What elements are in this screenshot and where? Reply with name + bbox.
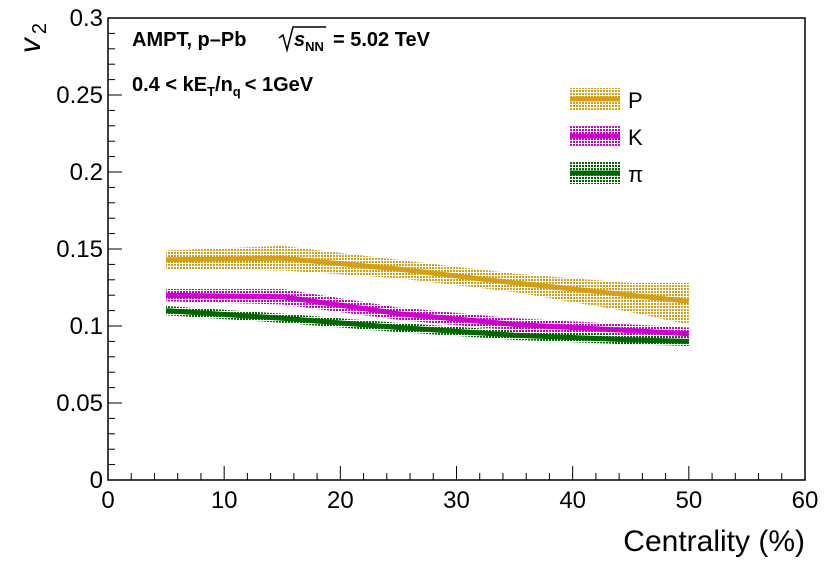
legend: PKπ <box>570 88 643 187</box>
energy-sub: NN <box>305 39 324 54</box>
x-tick-label: 30 <box>443 487 470 514</box>
annotation-kinematic-cut: 0.4 < kET/nq < 1GeV <box>132 74 314 99</box>
x-tick-label: 50 <box>675 487 702 514</box>
y-tick-label: 0.15 <box>56 236 103 263</box>
series-layer <box>165 245 690 347</box>
line-0 <box>166 255 690 304</box>
x-tick-label: 20 <box>327 487 354 514</box>
legend-label-0: P <box>628 88 643 113</box>
band-0 <box>166 245 689 325</box>
annotation-system: AMPT, p–Pb <box>132 29 246 51</box>
y-axis-title: v2 <box>14 23 51 53</box>
y-tick-label: 0.3 <box>70 5 103 32</box>
x-tick-label: 10 <box>211 487 238 514</box>
x-axis-title: Centrality (%) <box>623 525 805 558</box>
line-1 <box>166 292 689 337</box>
line-2 <box>165 308 689 344</box>
energy-value: = 5.02 TeV <box>333 29 431 51</box>
sqrt-symbol <box>278 26 326 53</box>
y-tick-label: 0.25 <box>56 82 103 109</box>
y-tick-label: 0.05 <box>56 390 103 417</box>
x-tick-label: 40 <box>559 487 586 514</box>
x-tick-label: 60 <box>792 487 819 514</box>
energy-sqrt-var: s <box>294 29 305 51</box>
legend-label-2: π <box>628 162 643 187</box>
svg-text:v2: v2 <box>14 23 51 53</box>
y-tick-label: 0.1 <box>70 313 103 340</box>
y-tick-label: 0 <box>90 467 103 494</box>
svg-text:sNN: sNN <box>294 29 324 54</box>
annotation-energy: sNN = 5.02 TeV <box>278 26 431 54</box>
y-tick-label: 0.2 <box>70 159 103 186</box>
x-tick-label: 0 <box>101 487 114 514</box>
axis-ticks: 0 10 20 30 40 50 60 0 0.05 0.1 0.15 0.2 0.25 0.3 <box>56 5 818 514</box>
legend-label-1: K <box>628 125 643 150</box>
